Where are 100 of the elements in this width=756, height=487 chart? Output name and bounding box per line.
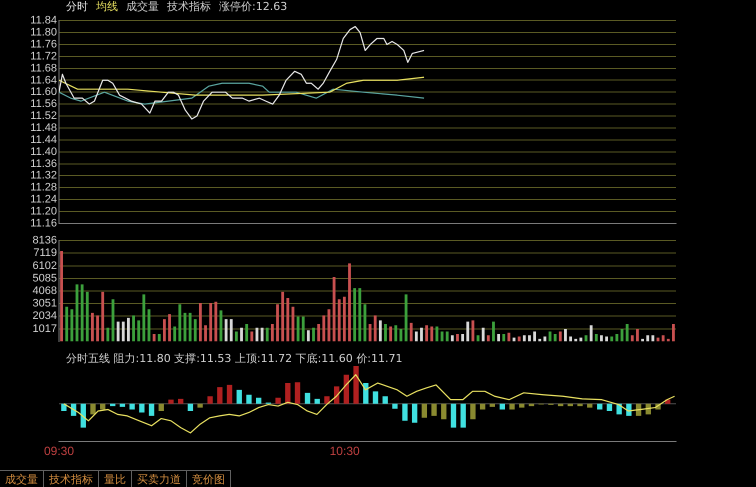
bar <box>276 304 279 342</box>
bar <box>353 288 356 342</box>
bar <box>256 398 262 404</box>
bar <box>60 250 63 342</box>
bar <box>204 325 207 342</box>
y-tick-label: 11.76 <box>30 38 57 50</box>
bar <box>389 326 392 342</box>
bar <box>615 334 618 342</box>
bar <box>656 338 660 342</box>
bar <box>431 404 437 416</box>
text: 成交量 <box>0 470 44 487</box>
bar <box>152 334 156 342</box>
bar <box>587 404 592 408</box>
bar <box>296 316 300 342</box>
bar <box>285 383 290 404</box>
bar <box>139 404 145 412</box>
bar <box>317 324 320 342</box>
bar <box>168 314 171 342</box>
bar <box>636 404 642 416</box>
bar <box>132 315 135 342</box>
bar <box>414 331 418 342</box>
bar <box>528 335 531 342</box>
bar <box>220 310 222 342</box>
text: 买卖力道 <box>132 470 187 487</box>
bar <box>564 329 567 342</box>
y-tick-label: 11.60 <box>30 86 57 98</box>
bar <box>436 326 438 342</box>
bar <box>168 400 174 404</box>
y-tick-label: 11.56 <box>30 98 57 110</box>
y-tick-label: 11.68 <box>30 62 57 74</box>
y-tick-label: 2034 <box>32 310 57 322</box>
bar <box>342 296 346 342</box>
bar <box>240 328 243 342</box>
bar <box>281 292 284 342</box>
bar <box>363 383 368 404</box>
bar <box>404 294 408 342</box>
bar <box>324 396 330 404</box>
bar <box>450 335 454 342</box>
bar <box>500 404 505 410</box>
bar <box>188 404 194 411</box>
bar <box>600 335 603 342</box>
bar <box>626 324 629 342</box>
y-tick-label: 5085 <box>32 272 57 284</box>
y-tick-label: 11.64 <box>30 74 57 86</box>
bar <box>76 284 78 342</box>
bar <box>497 334 500 342</box>
bar <box>260 328 264 342</box>
y-tick-label: 11.32 <box>30 170 57 182</box>
bar <box>456 334 459 342</box>
bar <box>312 328 315 342</box>
text: 量比 <box>99 470 132 487</box>
y-tick-label: 6102 <box>32 260 57 272</box>
bar <box>569 336 572 342</box>
bar <box>548 331 552 342</box>
bar <box>384 324 387 342</box>
text: 均线 <box>96 0 118 14</box>
bar <box>672 324 675 342</box>
bar <box>246 394 252 404</box>
bar <box>188 312 192 342</box>
bar <box>106 328 110 342</box>
bar <box>294 382 300 404</box>
bar <box>590 325 593 342</box>
bar <box>178 398 184 404</box>
bar <box>197 404 203 408</box>
chart-title: 分时五线 阻力:11.80 支撑:11.53 上顶:11.72 下底:11.60 价:11.71 <box>66 351 402 366</box>
bar <box>224 319 228 342</box>
bar <box>100 404 106 410</box>
bar <box>662 335 665 342</box>
y-tick-label: 7119 <box>33 247 57 260</box>
bar <box>605 336 608 342</box>
bar <box>512 338 516 342</box>
bar <box>292 306 294 342</box>
y-tick-label: 11.20 <box>30 206 57 218</box>
bar <box>256 328 258 342</box>
bar <box>476 335 480 342</box>
text: 涨停价:12.63 <box>219 0 288 14</box>
bar <box>400 329 402 342</box>
y-tick-label: 11.52 <box>30 110 57 122</box>
bar <box>636 329 639 342</box>
y-tick-label: 1017 <box>32 322 57 335</box>
y-tick-label: 11.44 <box>30 134 57 146</box>
x-tick-label: 10:30 <box>330 444 360 458</box>
bar <box>368 324 372 342</box>
bar <box>584 335 588 342</box>
y-tick-label: 8136 <box>32 234 57 247</box>
text: 技术指标 <box>44 470 99 487</box>
bar <box>162 319 166 342</box>
bar <box>129 404 135 410</box>
bar <box>148 309 150 342</box>
bar <box>91 312 94 342</box>
y-tick-label: 11.36 <box>30 158 57 170</box>
y-tick-label: 11.24 <box>30 194 57 206</box>
bar <box>450 404 456 428</box>
bar <box>207 396 213 404</box>
bar <box>606 404 612 411</box>
bar <box>158 404 164 411</box>
bar <box>110 404 116 406</box>
bar <box>470 404 476 420</box>
y-tick-label: 11.84 <box>30 14 57 27</box>
bar <box>425 325 428 342</box>
